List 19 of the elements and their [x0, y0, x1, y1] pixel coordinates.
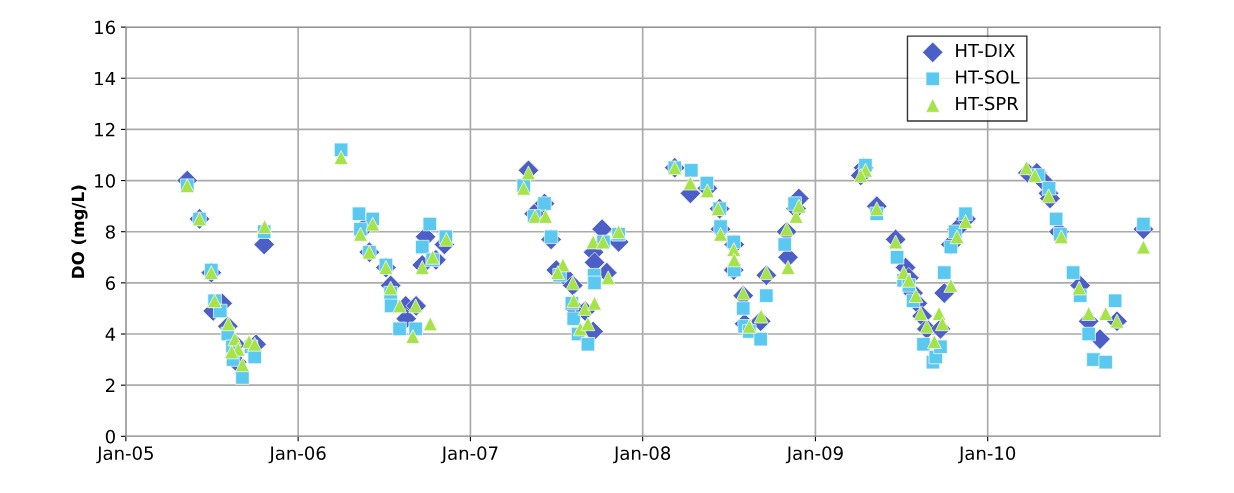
x-tick-label: Jan-07	[440, 446, 498, 464]
y-tick-label: 6	[105, 276, 116, 290]
legend-label: HT-DIX	[956, 43, 1015, 58]
x-tick-label: Jan-05	[96, 446, 153, 464]
y-tick-label: 12	[95, 122, 115, 137]
y-tick-label: 2	[105, 378, 115, 393]
x-tick-label: Jan-09	[785, 446, 843, 464]
legend-label: HT-SPR	[956, 96, 1019, 111]
y-tick-label: 14	[95, 71, 116, 86]
y-tick-label: 8	[105, 225, 115, 239]
x-tick-label: Jan-06	[268, 446, 326, 464]
y-tick-label: 0	[105, 429, 115, 444]
y-tick-label: 16	[95, 20, 116, 35]
y-tick-label: 10	[95, 174, 115, 188]
x-tick-label: Jan-08	[613, 446, 671, 464]
legend-label: HT-SOL	[956, 70, 1020, 84]
x-tick-label: Jan-10	[958, 446, 1016, 464]
y-axis-title: DO (mg/L)	[71, 185, 88, 278]
y-tick-label: 4	[105, 327, 116, 341]
